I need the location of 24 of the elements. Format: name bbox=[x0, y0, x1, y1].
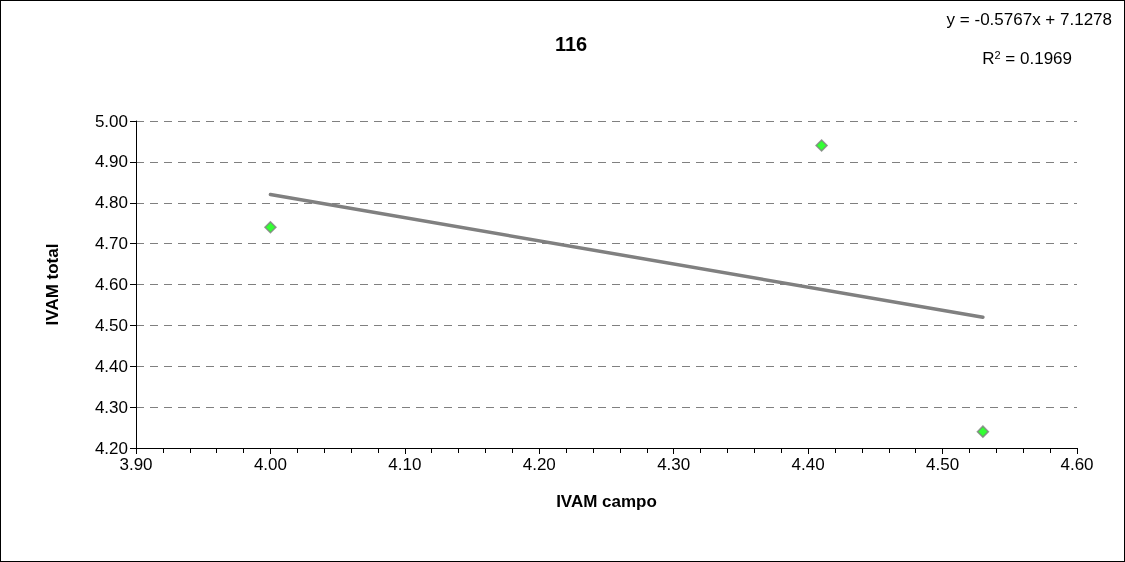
x-tick-label: 4.10 bbox=[388, 455, 422, 474]
y-tick-label: 5.00 bbox=[94, 111, 128, 131]
y-tick-label: 4.50 bbox=[94, 315, 128, 335]
x-tick-label: 4.30 bbox=[657, 455, 691, 474]
text: y = -0.5767x + 7.1278 bbox=[946, 10, 1112, 29]
x-tick-label: 4.60 bbox=[1060, 455, 1094, 474]
y-tick-label: 4.80 bbox=[94, 193, 128, 213]
y-tick-label: 4.60 bbox=[94, 275, 128, 294]
x-tick-label: 4.40 bbox=[791, 455, 825, 474]
x-tick-label: 3.90 bbox=[119, 455, 153, 474]
x-tick-label: 4.50 bbox=[926, 455, 960, 474]
x-axis-title: IVAM campo bbox=[556, 492, 657, 511]
y-axis-title: IVAM total bbox=[43, 243, 62, 326]
y-tick-label: 4.30 bbox=[94, 397, 128, 417]
y-tick-label: 4.70 bbox=[94, 234, 128, 254]
x-tick-label: 4.00 bbox=[253, 455, 287, 474]
point bbox=[264, 221, 277, 234]
chart-title: 116 bbox=[554, 33, 588, 55]
point bbox=[815, 139, 828, 152]
x-tick-label: 4.20 bbox=[522, 455, 556, 474]
point bbox=[976, 425, 990, 438]
y-tick-label: 4.40 bbox=[94, 356, 128, 376]
y-tick-label: 4.90 bbox=[94, 152, 128, 172]
y-tick-label: 4.20 bbox=[94, 438, 128, 458]
